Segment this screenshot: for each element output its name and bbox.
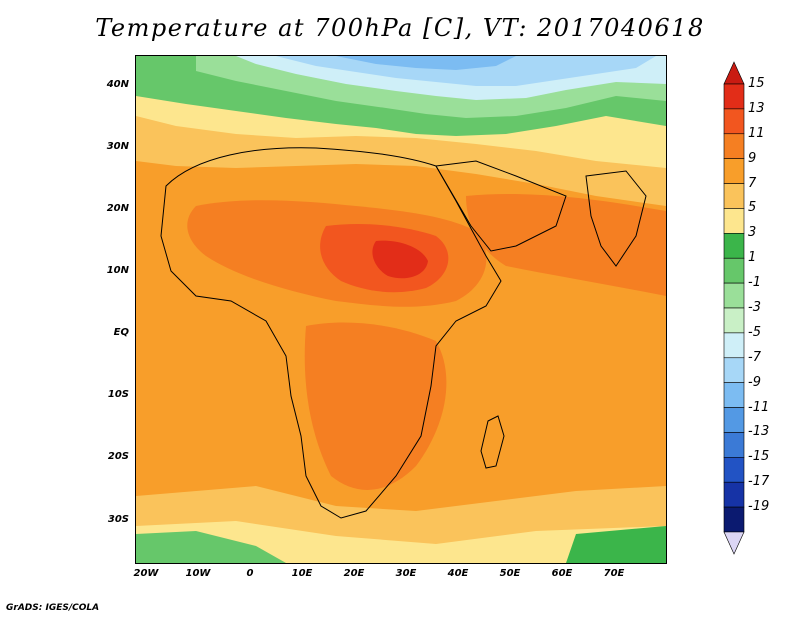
colorbar-label: 11 xyxy=(748,125,765,141)
colorbar-label: -11 xyxy=(748,399,770,415)
field-north-blue xyxy=(276,56,656,86)
colorbar-cell xyxy=(723,457,745,483)
colorbar-label: 5 xyxy=(748,200,757,216)
lat-label-10s: 10S xyxy=(107,389,129,400)
colorbar-label: -5 xyxy=(748,324,761,340)
lat-label-30s: 30S xyxy=(107,514,129,525)
madagascar-outline xyxy=(480,415,505,469)
colorbar-cell xyxy=(723,208,745,234)
arabia-outline xyxy=(435,160,567,252)
colorbar-cell xyxy=(723,83,745,110)
field-south-warm xyxy=(304,322,447,490)
colorbar-label: -17 xyxy=(748,474,770,490)
field-hottest-core xyxy=(372,240,428,279)
colorbar-cell xyxy=(723,481,745,508)
colorbar-cell xyxy=(723,133,745,159)
colorbar-label: -9 xyxy=(748,374,761,390)
lat-label-20s: 20S xyxy=(107,451,129,462)
colorbar-cell xyxy=(723,108,745,135)
colorbar-label: 7 xyxy=(748,175,757,191)
field-south-pale xyxy=(136,521,666,563)
colorbar-label: 3 xyxy=(748,225,757,241)
field-arabia-warm xyxy=(466,194,666,296)
lon-label-30e: 30E xyxy=(395,568,417,579)
footer-credit: GrADS: IGES/COLA xyxy=(6,603,100,613)
lat-label-30n: 30N xyxy=(106,141,129,152)
lon-label-0: 0 xyxy=(246,568,254,579)
colorbar-cells xyxy=(723,61,745,555)
colorbar-label: -7 xyxy=(748,349,761,365)
temperature-map xyxy=(135,55,667,564)
colorbar-cell xyxy=(723,506,745,533)
colorbar xyxy=(723,61,745,555)
colorbar-label: -15 xyxy=(748,449,770,465)
colorbar-label: -1 xyxy=(748,275,761,291)
field-north-darkblue xyxy=(336,56,516,70)
colorbar-label: -13 xyxy=(748,424,770,440)
chart-title: Temperature at 700hPa [C], VT: 201704061… xyxy=(95,14,705,42)
lon-label-40e: 40E xyxy=(447,568,469,579)
colorbar-cell xyxy=(723,407,745,433)
lon-label-70e: 70E xyxy=(603,568,625,579)
field-south-green-east xyxy=(566,526,666,563)
lat-label-40n: 40N xyxy=(106,79,129,90)
colorbar-cell xyxy=(723,307,745,334)
lon-label-60e: 60E xyxy=(551,568,573,579)
colorbar-label: 1 xyxy=(748,250,757,266)
colorbar-cell xyxy=(723,357,745,383)
colorbar-label: 9 xyxy=(748,150,757,166)
colorbar-cell xyxy=(723,233,745,259)
colorbar-label: -3 xyxy=(748,300,761,315)
africa-coastline xyxy=(160,147,502,519)
colorbar-label: 15 xyxy=(748,76,765,91)
lon-label-10e: 10E xyxy=(291,568,313,579)
colorbar-cell xyxy=(723,382,745,408)
lat-label-eq: EQ xyxy=(113,327,129,338)
colorbar-arrow-bottom xyxy=(723,531,745,555)
lon-label-20e: 20E xyxy=(343,568,365,579)
colorbar-cell xyxy=(723,332,745,359)
colorbar-cell xyxy=(723,257,745,284)
india-outline xyxy=(585,170,647,267)
lon-label-20w: 20W xyxy=(133,568,159,579)
colorbar-cell xyxy=(723,282,745,309)
field-south-green-west xyxy=(136,531,286,563)
lat-label-20n: 20N xyxy=(106,203,129,214)
lon-label-10w: 10W xyxy=(185,568,211,579)
colorbar-cell xyxy=(723,158,745,184)
colorbar-cell xyxy=(723,432,745,458)
colorbar-label: -19 xyxy=(748,499,770,515)
lon-label-50e: 50E xyxy=(499,568,521,579)
map-svg xyxy=(136,56,666,563)
lat-label-10n: 10N xyxy=(106,265,129,276)
colorbar-arrow-top xyxy=(723,61,745,85)
colorbar-label: 13 xyxy=(748,100,765,116)
colorbar-cell xyxy=(723,183,745,209)
